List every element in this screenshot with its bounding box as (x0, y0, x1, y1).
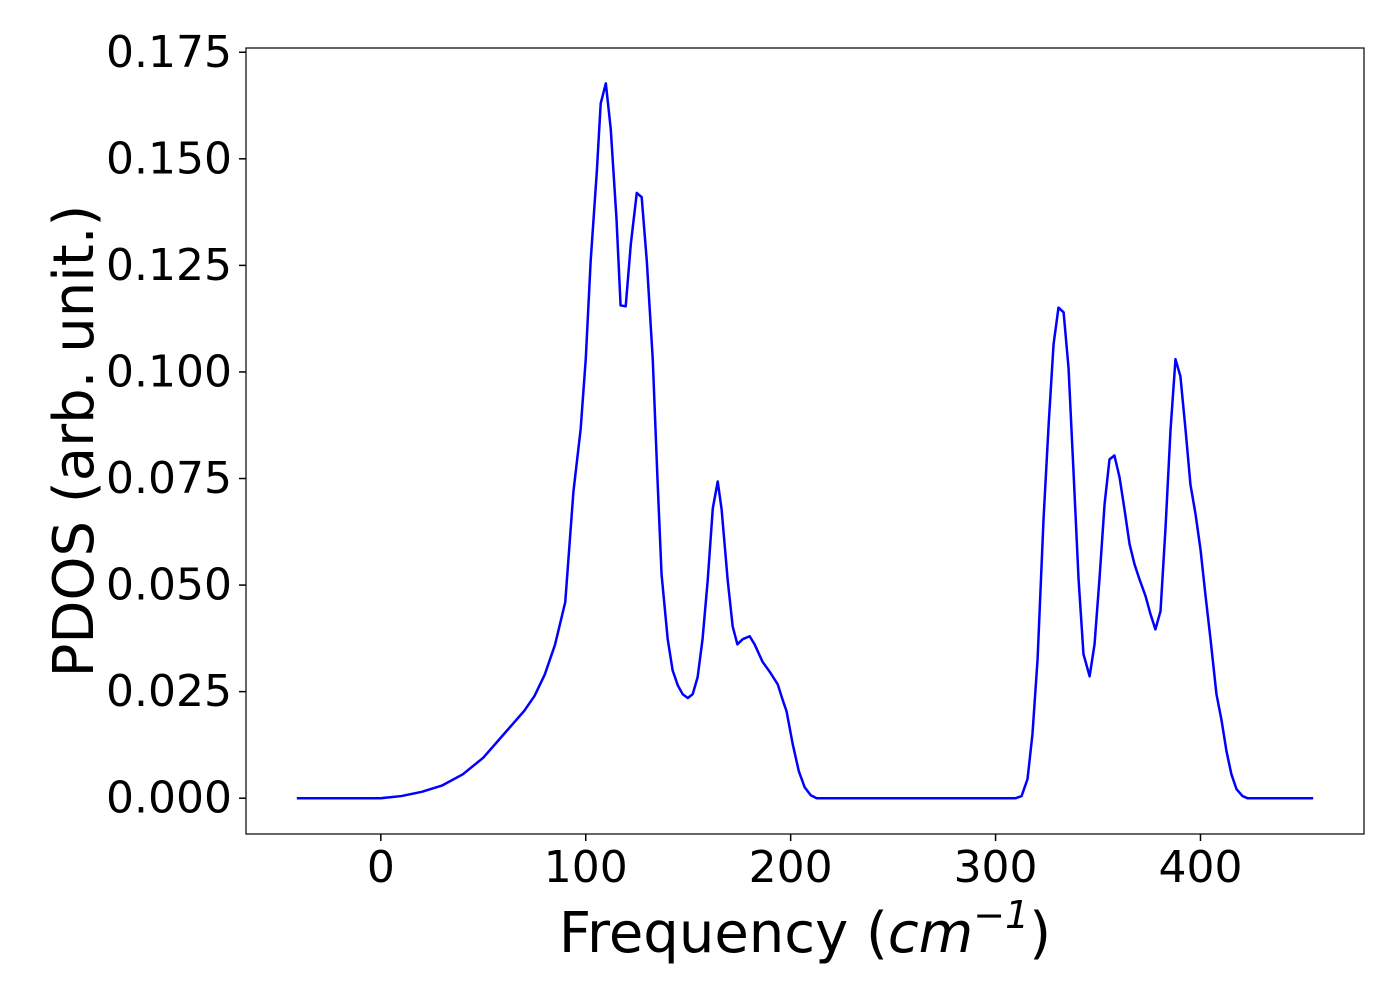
x-label-unit: cm (888, 901, 973, 966)
x-tick-label: 200 (749, 842, 833, 893)
x-tick-label: 100 (544, 842, 628, 893)
y-tick-label: 0.175 (106, 27, 232, 78)
x-tick-label: 400 (1158, 842, 1242, 893)
pdos-line (296, 82, 1314, 800)
plot-frame (245, 47, 1365, 835)
y-axis-label: PDOS (arb. unit.) (42, 205, 107, 678)
x-axis-label: Frequency (cm−1) (559, 893, 1051, 966)
y-tick-label: 0.125 (106, 240, 232, 291)
x-label-text: Frequency ( (559, 901, 888, 966)
x-tick-label: 300 (954, 842, 1038, 893)
y-tick-label: 0.000 (106, 773, 232, 824)
y-tick-label: 0.075 (106, 453, 232, 504)
y-tick-label: 0.050 (106, 560, 232, 611)
x-label-text: ) (1029, 901, 1051, 966)
y-tick-label: 0.150 (106, 133, 232, 184)
x-tick-label: 0 (367, 842, 395, 893)
y-tick-label: 0.100 (106, 346, 232, 397)
x-label-exponent: −1 (973, 893, 1029, 937)
y-tick-label: 0.025 (106, 666, 232, 717)
